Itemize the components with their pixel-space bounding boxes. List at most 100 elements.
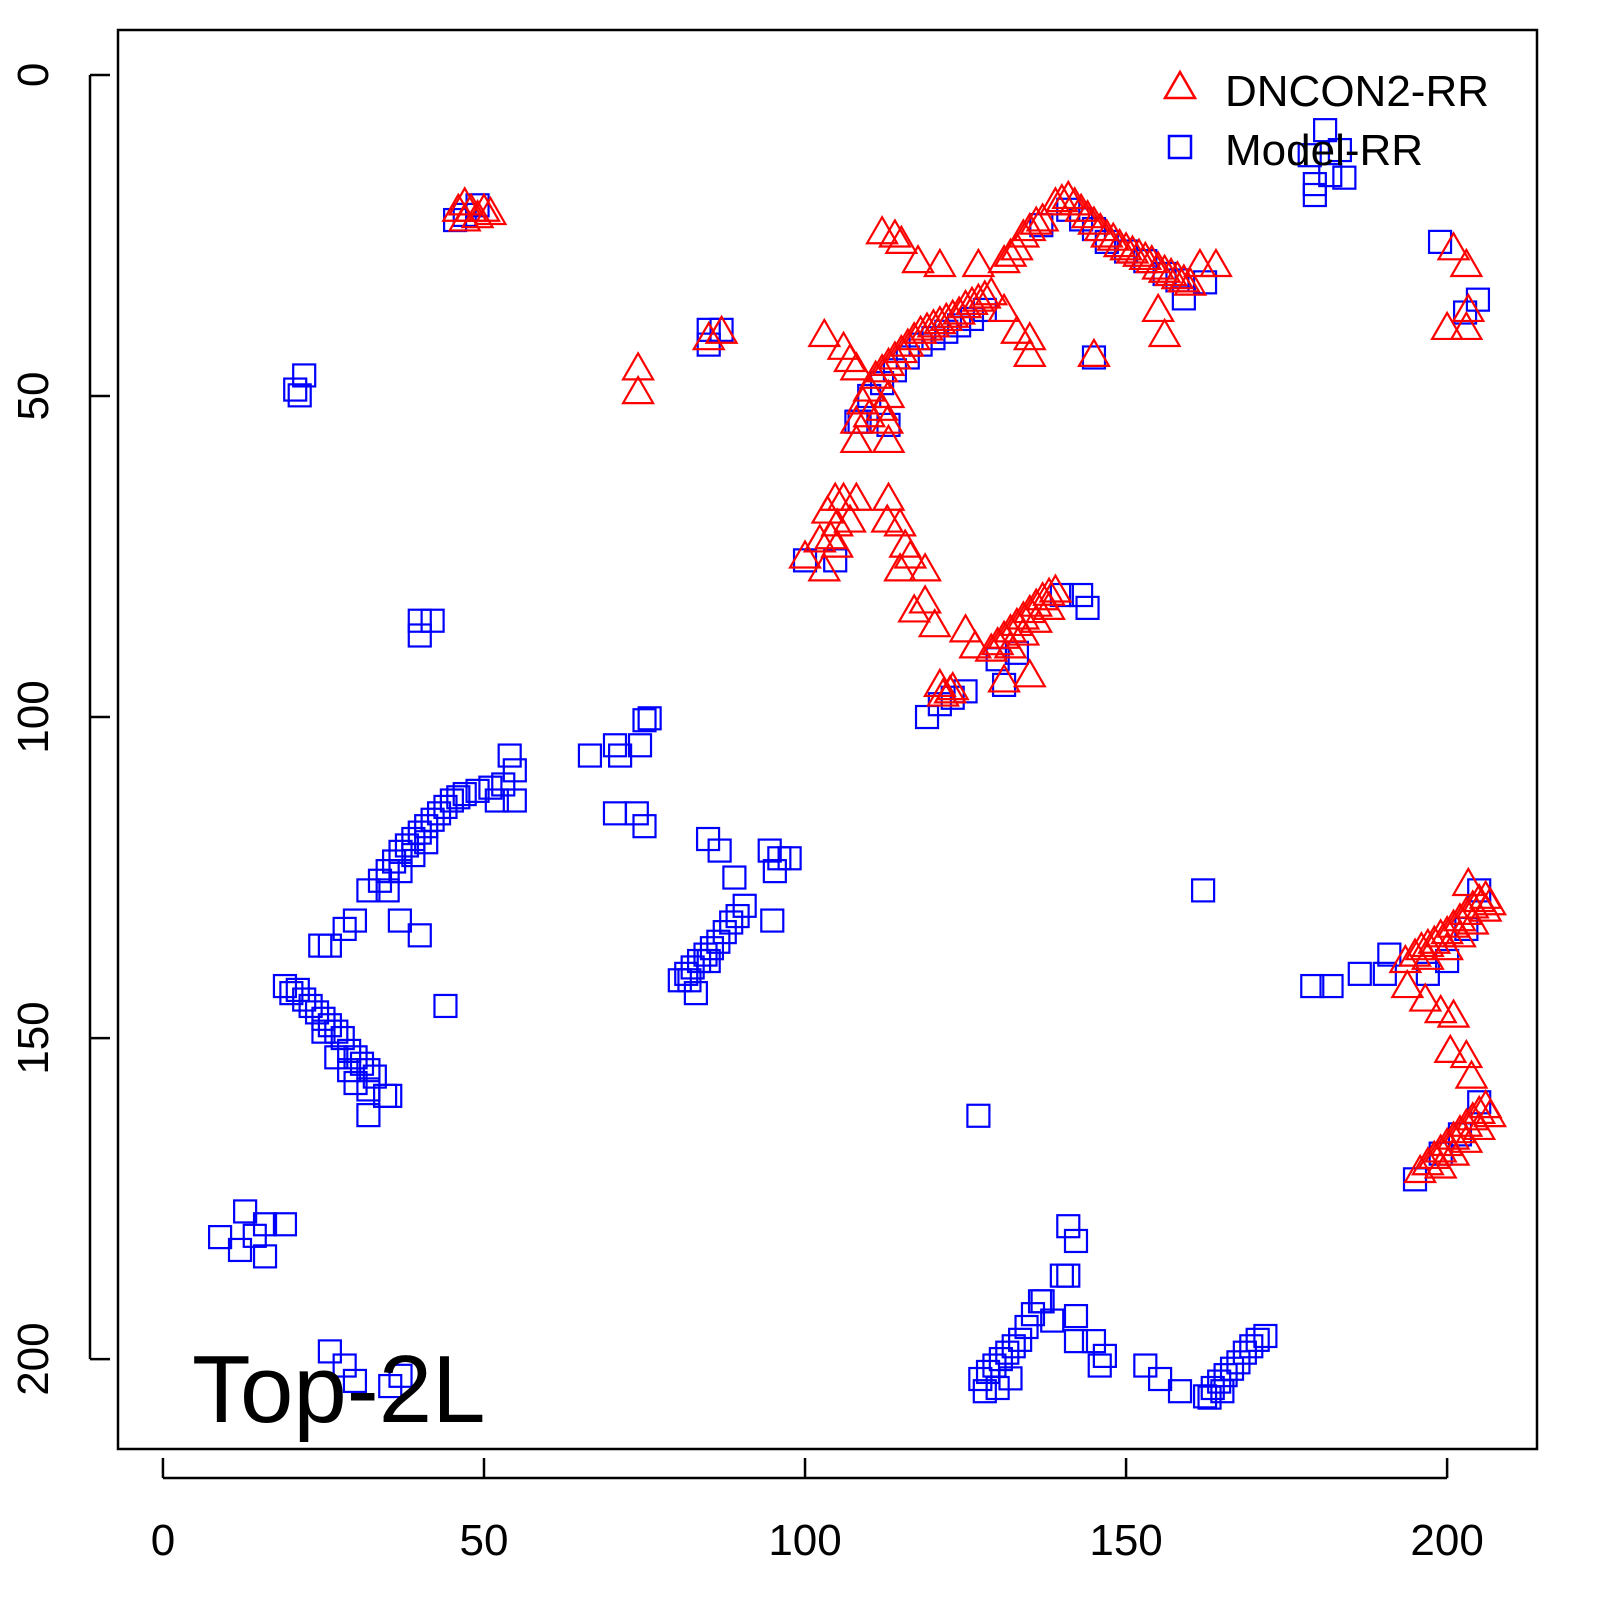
dncon2-rr-point xyxy=(865,215,899,245)
dncon2-rr-point xyxy=(1012,658,1047,688)
model-rr-point xyxy=(497,743,522,768)
model-rr-point xyxy=(233,1199,258,1224)
dncon2-rr-point xyxy=(1102,227,1137,258)
model-rr-point xyxy=(343,1070,368,1096)
model-rr-point xyxy=(719,910,744,935)
model-rr-point xyxy=(342,1368,368,1394)
model-rr-point xyxy=(356,878,381,903)
dncon2-rr-point xyxy=(926,677,960,707)
model-rr-point xyxy=(1040,1308,1065,1333)
dncon2-rr-point xyxy=(1064,192,1099,222)
model-rr-point xyxy=(375,859,400,884)
x-tick-label: 0 xyxy=(151,1516,175,1565)
dncon2-rr-point xyxy=(1468,892,1503,922)
dncon2-rr-point xyxy=(917,608,952,638)
dncon2-rr-point xyxy=(1057,186,1092,216)
model-rr-point xyxy=(722,865,747,890)
dncon2-rr-point xyxy=(883,552,917,582)
model-rr-point xyxy=(1147,1366,1173,1392)
model-rr-point xyxy=(1014,1314,1039,1340)
model-rr-point xyxy=(1008,1327,1033,1352)
model-rr-point xyxy=(387,908,412,933)
model-rr-point xyxy=(1075,595,1100,620)
model-rr-point xyxy=(426,801,452,826)
model-rr-point xyxy=(632,708,657,733)
model-rr-point xyxy=(674,961,699,986)
y-tick-label: 0 xyxy=(9,63,58,87)
model-rr-point xyxy=(1372,961,1397,986)
dncon2-rr-point xyxy=(1173,266,1208,296)
dncon2-rr-point xyxy=(993,237,1028,267)
model-rr-point xyxy=(1087,1353,1112,1378)
dncon2-rr-point xyxy=(871,423,906,454)
dncon2-rr-point xyxy=(1096,221,1131,251)
model-rr-point xyxy=(1253,1323,1278,1349)
dncon2-rr-point xyxy=(1430,930,1465,961)
model-rr-point xyxy=(707,838,732,863)
dncon2-rr-point xyxy=(1012,211,1047,242)
model-rr-point xyxy=(637,706,662,731)
dncon2-rr-point xyxy=(1436,231,1471,261)
model-rr-point xyxy=(627,733,653,758)
legend-label-dncon2: DNCON2-RR xyxy=(1225,67,1489,116)
x-axis: 0 50 100 150 200 xyxy=(151,1458,1484,1565)
dncon2-rr-point xyxy=(974,276,1009,306)
dncon2-rr-point xyxy=(839,481,874,511)
model-rr-point xyxy=(1210,1379,1235,1404)
dncon2-rr-point xyxy=(1423,1149,1458,1179)
dncon2-rr-point xyxy=(1032,590,1066,620)
model-rr-point xyxy=(324,1045,349,1070)
dncon2-rr-point xyxy=(1183,247,1217,278)
model-rr-point xyxy=(1020,1302,1046,1327)
dncon2-rr-point xyxy=(1449,1038,1484,1069)
dncon2-rr-point xyxy=(1451,866,1486,897)
dncon2-rr-point xyxy=(621,374,655,405)
model-rr-point xyxy=(342,908,368,933)
model-rr-point xyxy=(760,908,785,933)
model-rr-point xyxy=(1133,1353,1158,1378)
model-rr-point xyxy=(1056,1214,1081,1239)
dncon2-rr-point xyxy=(884,224,919,254)
dncon2-rr-point xyxy=(1462,1094,1497,1125)
model-rr-point xyxy=(1313,118,1338,143)
dncon2-rr-point xyxy=(839,423,874,454)
dncon2-rr-point xyxy=(839,404,874,434)
model-rr-point xyxy=(602,801,628,826)
model-rr-point xyxy=(966,1103,991,1128)
model-rr-point xyxy=(349,1051,375,1076)
dncon2-rr-point xyxy=(935,670,970,701)
model-rr-point xyxy=(1327,137,1352,163)
model-rr-point xyxy=(712,920,737,945)
dncon2-rr-point xyxy=(1141,250,1176,280)
y-tick-label: 200 xyxy=(9,1322,58,1395)
dncon2-rr-point xyxy=(1134,243,1169,274)
model-rr-point xyxy=(632,814,657,839)
dncon2-rr-point xyxy=(1433,1033,1468,1064)
dncon2-rr-point xyxy=(1070,199,1105,229)
model-rr-point xyxy=(375,878,400,903)
dncon2-rr-point xyxy=(948,288,983,319)
dncon2-rr-point xyxy=(833,342,867,373)
dncon2-rr-point xyxy=(1403,1153,1438,1184)
dncon2-rr-point xyxy=(897,593,932,623)
model-rr-point xyxy=(1319,973,1344,999)
model-rr-point xyxy=(401,842,426,868)
model-rr-point xyxy=(1200,1375,1225,1401)
dncon2-rr-point xyxy=(878,218,912,248)
model-rr-point xyxy=(914,704,940,730)
model-rr-point xyxy=(407,623,432,648)
dncon2-rr-point xyxy=(883,507,917,537)
chart-annotation: Top-2L xyxy=(192,1336,486,1443)
plot-frame xyxy=(116,28,1539,1451)
dncon2-rr-point xyxy=(908,552,943,582)
model-rr-point xyxy=(242,1223,267,1248)
model-rr-point xyxy=(446,785,471,810)
dncon2-rr-point xyxy=(1128,240,1163,271)
dncon2-rr-point xyxy=(1147,317,1182,348)
dncon2-rr-point xyxy=(916,308,951,338)
model-rr-point xyxy=(298,993,323,1019)
model-rr-point xyxy=(317,1013,342,1038)
dncon2-rr-point xyxy=(1000,314,1034,344)
dncon2-rr-point xyxy=(807,317,842,348)
dncon2-rr-point xyxy=(961,282,996,312)
